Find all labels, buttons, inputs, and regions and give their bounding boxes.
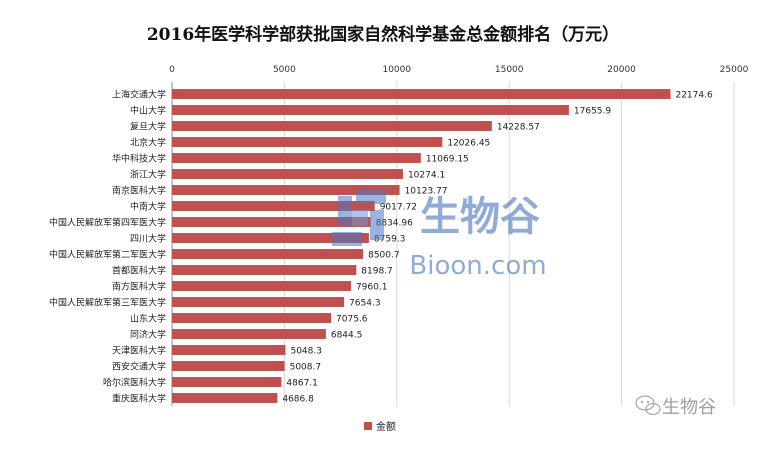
data-label: 17655.9 [574,107,611,117]
data-label: 22174.6 [675,91,712,101]
x-tick-label: 0 [169,65,175,75]
data-label: 5008.7 [290,363,322,373]
category-label: 首都医科大学 [112,265,166,277]
category-label: 华中科技大学 [112,153,166,165]
x-tick-label: 5000 [273,65,296,75]
wechat-icon [635,395,661,416]
category-label: 哈尔滨医科大学 [103,377,166,389]
legend-swatch [364,422,372,430]
category-label: 山东大学 [130,313,166,325]
bar [172,217,371,227]
category-label: 同济大学 [130,329,166,341]
category-label: 四川大学 [130,233,166,245]
x-tick-label: 25000 [720,65,749,75]
x-tick-label: 20000 [607,65,636,75]
data-labels: 22174.6 17655.9 14228.57 12026.45 11069.15 10… [282,91,713,405]
x-tick-label: 10000 [382,65,411,75]
data-label: 7075.6 [336,315,368,325]
category-label: 中国人民解放军第四军医大学 [49,217,166,229]
data-label: 10123.77 [405,187,448,197]
bar [172,377,282,387]
bar [172,169,403,179]
data-label: 7654.3 [349,299,381,309]
data-label: 11069.15 [426,155,469,165]
bioon-logo-watermark: 生物谷 Bioon.com [332,190,547,281]
bar [172,153,421,163]
logo-mark-icon [332,190,386,246]
category-label: 复旦大学 [130,121,166,133]
corner-watermark-text: 生物谷 [662,397,716,418]
data-label: 12026.45 [447,139,490,149]
bar [172,201,375,211]
category-label: 上海交通大学 [112,89,166,101]
category-label: 天津医科大学 [112,345,166,357]
data-label: 5048.3 [290,347,322,357]
bar [172,265,357,275]
legend: 金额 [364,420,396,433]
category-label: 重庆医科大学 [112,393,166,405]
data-label: 7960.1 [356,283,388,293]
bar [172,361,285,371]
x-tick-label: 15000 [495,65,524,75]
corner-watermark: 生物谷 [635,395,716,418]
data-label: 4686.8 [282,395,314,405]
data-label: 8834.96 [376,219,413,229]
data-label: 9017.72 [380,203,417,213]
category-label: 中国人民解放军第三军医大学 [49,297,166,309]
x-axis-ticks: 0 5000 10000 15000 20000 25000 [169,65,748,75]
category-label: 南京医科大学 [112,185,166,197]
bar [172,137,443,147]
bar [172,121,492,131]
data-label: 4867.1 [286,379,318,389]
data-label: 14228.57 [497,123,540,133]
bar [172,393,278,403]
category-label: 南方医科大学 [112,281,166,293]
data-label: 8759.3 [374,235,406,245]
legend-label: 金额 [376,420,396,433]
bar [172,185,400,195]
category-labels: 上海交通大学中山大学复旦大学北京大学华中科技大学浙江大学南京医科大学中南大学中国… [49,89,166,405]
watermark-center-cn: 生物谷 [420,194,540,240]
data-label: 8198.7 [361,267,393,277]
data-label: 10274.1 [408,171,445,181]
bar [172,329,326,339]
bar [172,249,364,259]
bar [172,345,286,355]
bar [172,89,671,99]
category-label: 中山大学 [130,105,166,117]
category-label: 中国人民解放军第二军医大学 [49,249,166,261]
category-label: 浙江大学 [130,169,166,181]
data-label: 6844.5 [331,331,363,341]
bars [172,89,671,403]
chart-title: 2016年医学科学部获批国家自然科学基金总金额排名（万元） [147,24,619,45]
bar [172,105,569,115]
category-label: 中南大学 [130,201,166,213]
bar [172,297,345,307]
data-label: 8500.7 [368,251,400,261]
bar [172,281,351,291]
watermark-center-en: Bioon.com [409,251,546,281]
bar [172,233,369,243]
category-label: 西安交通大学 [112,361,166,373]
bar [172,313,332,323]
category-label: 北京大学 [130,137,166,149]
